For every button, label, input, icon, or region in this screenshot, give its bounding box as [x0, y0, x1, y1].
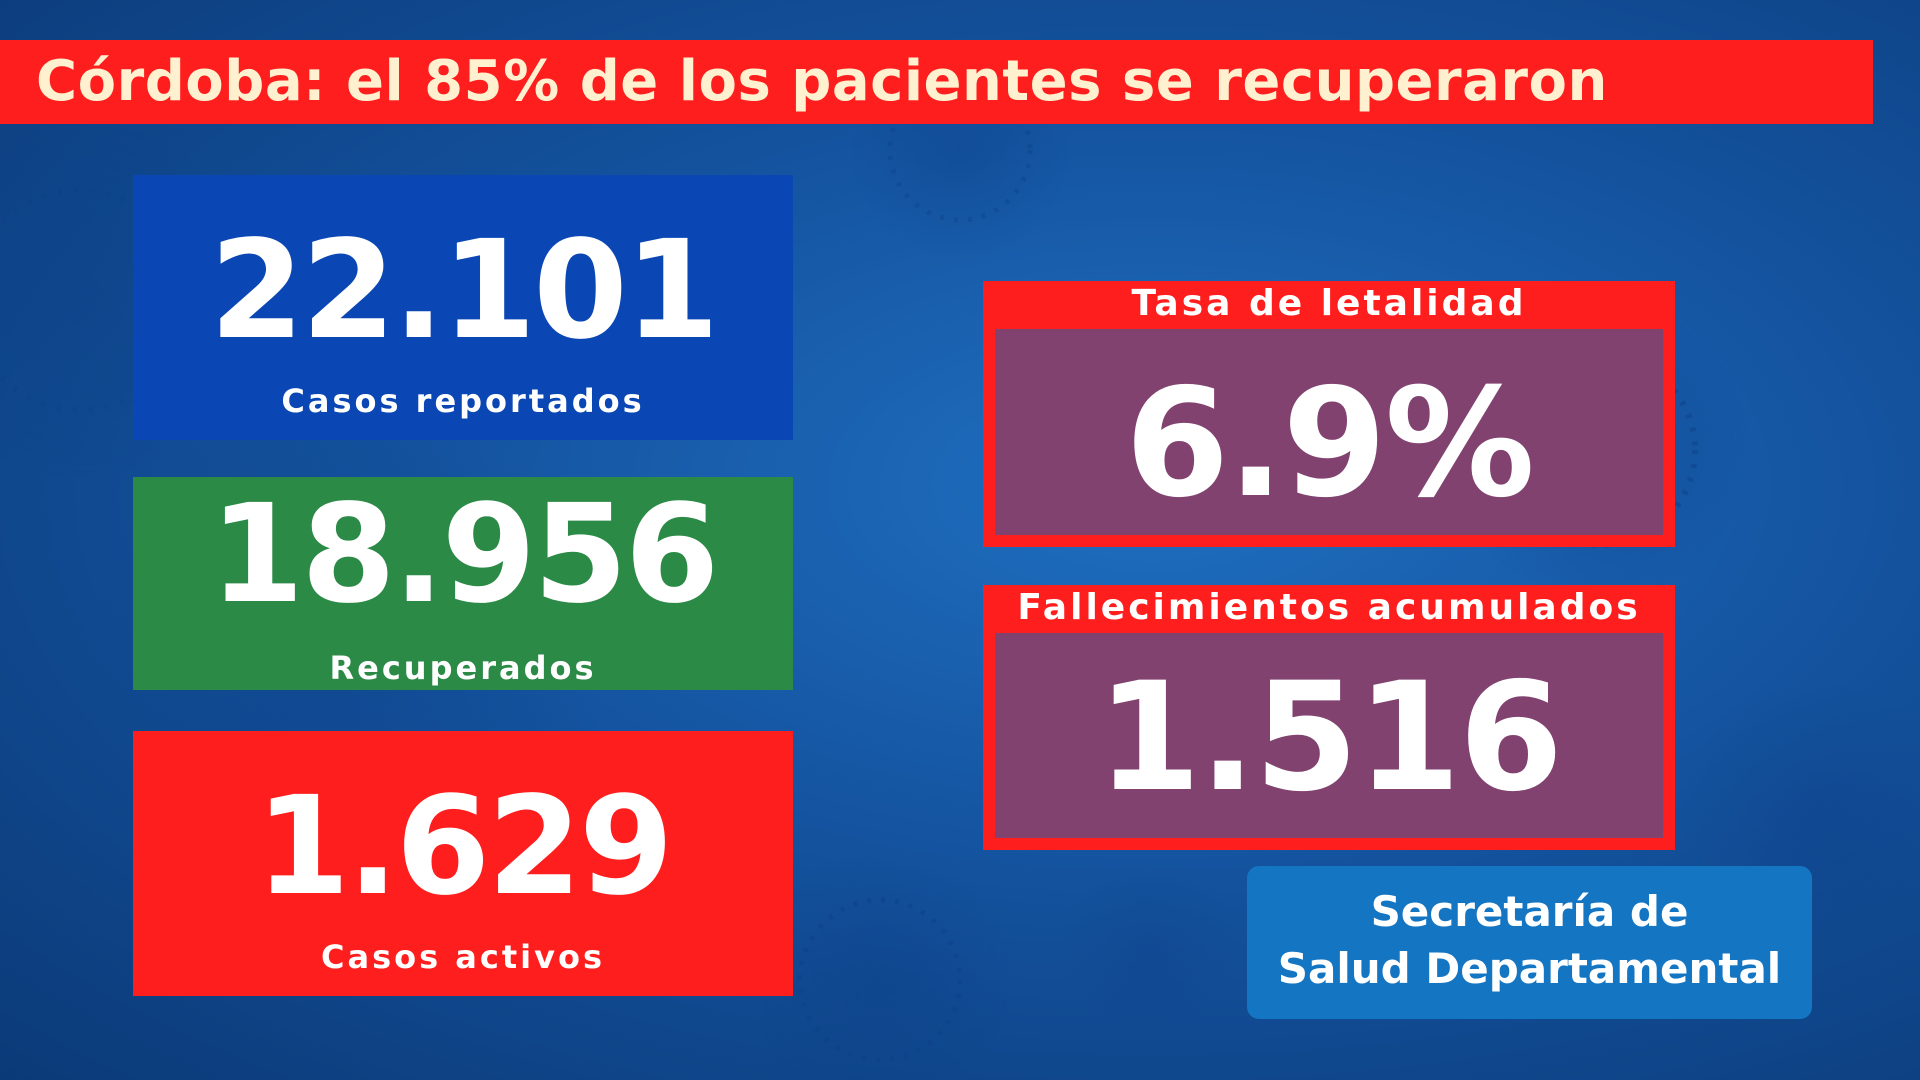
deaths-panel: Fallecimientos acumulados 1.516 — [983, 585, 1675, 850]
recovered-label: Recuperados — [329, 649, 597, 687]
lethality-label: Tasa de letalidad — [1131, 283, 1527, 324]
lethality-value: 6.9% — [1124, 357, 1535, 531]
recovered-card: 18.956 Recuperados — [133, 477, 793, 690]
lethality-panel: Tasa de letalidad 6.9% — [983, 281, 1675, 547]
headline-title: Córdoba: el 85% de los pacientes se recu… — [36, 49, 1608, 114]
active-cases-card: 1.629 Casos activos — [133, 731, 793, 996]
reported-cases-label: Casos reportados — [281, 382, 645, 420]
source-line-1: Secretaría de — [1370, 887, 1689, 936]
recovered-value: 18.956 — [209, 476, 720, 634]
headline-banner: Córdoba: el 85% de los pacientes se recu… — [0, 40, 1873, 124]
lethality-box: 6.9% — [995, 329, 1663, 535]
source-line-2: Salud Departamental — [1277, 944, 1782, 993]
source-badge: Secretaría de Salud Departamental — [1247, 866, 1812, 1019]
active-cases-value: 1.629 — [255, 768, 673, 926]
reported-cases-value: 22.101 — [209, 212, 720, 370]
active-cases-label: Casos activos — [320, 938, 605, 976]
virus-particle-icon — [750, 850, 1010, 1080]
deaths-value: 1.516 — [1096, 651, 1563, 825]
reported-cases-card: 22.101 Casos reportados — [133, 175, 793, 440]
deaths-box: 1.516 — [995, 633, 1663, 838]
deaths-label: Fallecimientos acumulados — [1017, 587, 1641, 628]
virus-particle-icon — [1060, 860, 1240, 1040]
